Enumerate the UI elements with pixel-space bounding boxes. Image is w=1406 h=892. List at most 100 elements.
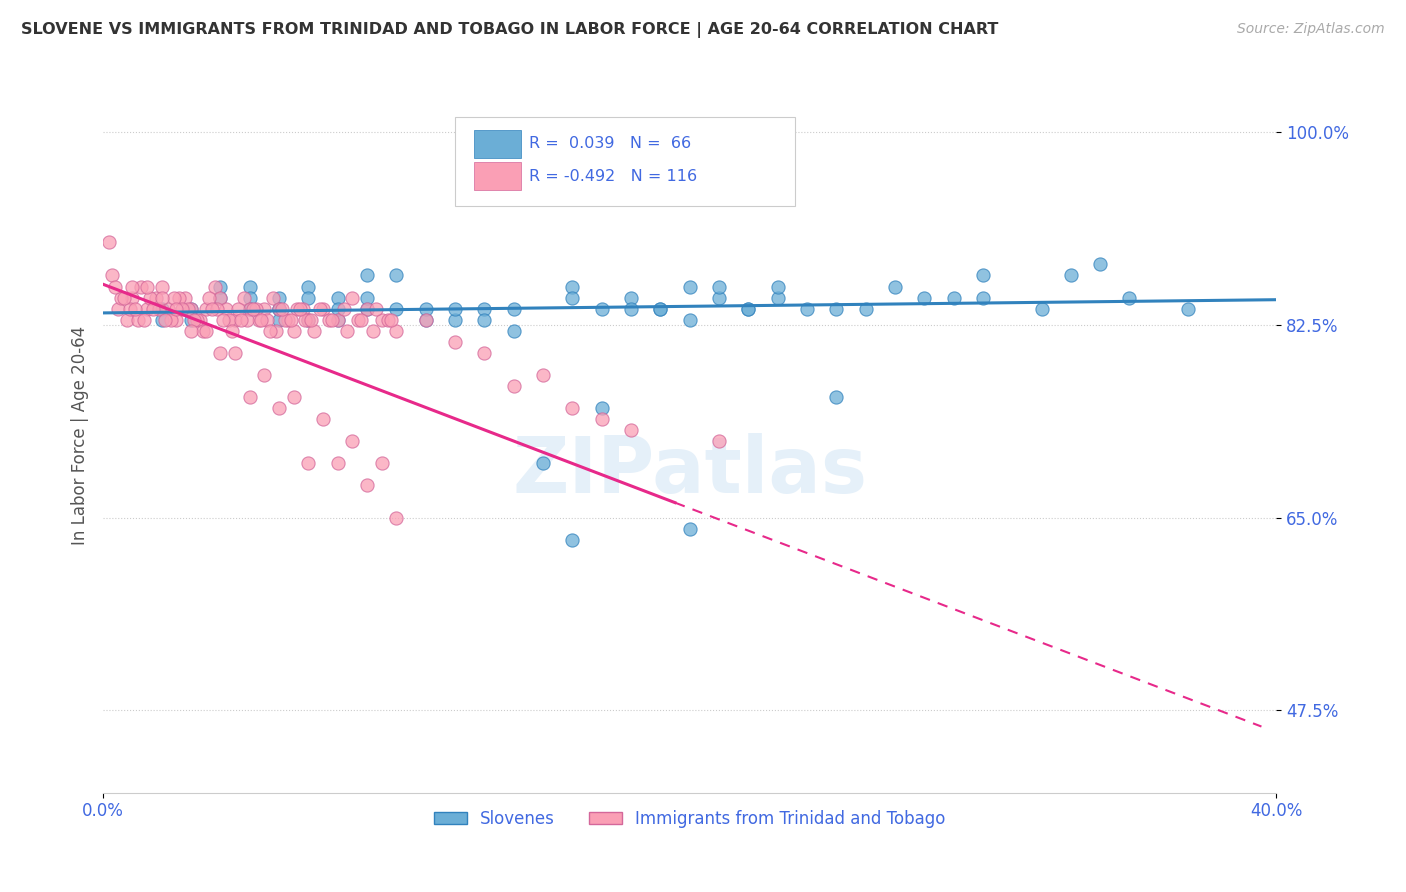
Point xyxy=(502,301,524,316)
Point xyxy=(145,291,167,305)
Point xyxy=(415,312,437,326)
Point xyxy=(370,456,392,470)
Point xyxy=(883,279,905,293)
Point xyxy=(737,301,759,316)
Point xyxy=(309,301,332,316)
Point xyxy=(1031,301,1053,316)
Point xyxy=(356,301,378,316)
Point xyxy=(162,291,184,305)
Point xyxy=(502,324,524,338)
Point xyxy=(1088,258,1111,272)
Point xyxy=(650,301,672,316)
Point xyxy=(444,312,467,326)
Point xyxy=(224,345,246,359)
Point xyxy=(218,312,240,326)
Point xyxy=(312,301,335,316)
Point xyxy=(124,301,146,316)
Point xyxy=(183,312,205,326)
Legend: Slovenes, Immigrants from Trinidad and Tobago: Slovenes, Immigrants from Trinidad and T… xyxy=(427,803,952,834)
Point xyxy=(215,301,238,316)
Point xyxy=(107,301,129,316)
Point xyxy=(291,301,314,316)
Point xyxy=(377,312,399,326)
Point xyxy=(104,279,127,293)
Point xyxy=(620,291,643,305)
Point xyxy=(285,301,308,316)
Point xyxy=(312,411,335,425)
Point xyxy=(347,312,370,326)
Point xyxy=(321,312,343,326)
Point xyxy=(707,291,730,305)
Point xyxy=(283,324,305,338)
Point xyxy=(472,312,495,326)
Point xyxy=(180,312,202,326)
Point xyxy=(825,301,848,316)
Point xyxy=(112,291,135,305)
Point xyxy=(247,312,270,326)
Point xyxy=(620,301,643,316)
Point xyxy=(271,301,294,316)
Point xyxy=(297,291,319,305)
Point xyxy=(472,301,495,316)
Point xyxy=(191,324,214,338)
Point xyxy=(385,301,408,316)
Point xyxy=(165,312,187,326)
Point xyxy=(209,291,232,305)
Point xyxy=(142,301,165,316)
Point xyxy=(209,345,232,359)
Point xyxy=(110,291,132,305)
Point xyxy=(531,368,554,382)
Point xyxy=(121,291,143,305)
Point xyxy=(1177,301,1199,316)
Point xyxy=(139,291,162,305)
Point xyxy=(169,291,191,305)
Point xyxy=(115,312,138,326)
Point xyxy=(136,301,159,316)
Point xyxy=(236,312,259,326)
Point xyxy=(188,312,211,326)
Point xyxy=(212,312,235,326)
Point xyxy=(356,291,378,305)
Point xyxy=(267,301,290,316)
Point xyxy=(267,301,290,316)
Point xyxy=(148,301,170,316)
Point xyxy=(299,312,322,326)
Point xyxy=(678,522,700,536)
FancyBboxPatch shape xyxy=(474,129,520,158)
Point xyxy=(239,390,262,404)
Point xyxy=(318,312,340,326)
Point xyxy=(304,324,326,338)
Point xyxy=(350,312,373,326)
Point xyxy=(326,312,349,326)
Point xyxy=(385,324,408,338)
Point xyxy=(280,312,302,326)
Point xyxy=(737,301,759,316)
Point xyxy=(239,301,262,316)
Point xyxy=(380,312,402,326)
Point xyxy=(766,279,789,293)
Point xyxy=(561,291,583,305)
Text: Source: ZipAtlas.com: Source: ZipAtlas.com xyxy=(1237,22,1385,37)
Point xyxy=(197,291,219,305)
Point xyxy=(172,301,194,316)
Point xyxy=(561,401,583,415)
Point xyxy=(326,291,349,305)
Point xyxy=(561,533,583,547)
Point xyxy=(150,312,173,326)
Point xyxy=(194,301,217,316)
Point xyxy=(370,312,392,326)
Point xyxy=(229,312,252,326)
Point xyxy=(678,279,700,293)
Point xyxy=(942,291,965,305)
Point xyxy=(591,301,613,316)
Point xyxy=(444,301,467,316)
Point xyxy=(239,291,262,305)
Point xyxy=(326,312,349,326)
Point xyxy=(121,279,143,293)
Point xyxy=(264,324,287,338)
Point xyxy=(1118,291,1140,305)
Point xyxy=(267,301,290,316)
Point xyxy=(156,301,179,316)
Point xyxy=(972,268,994,283)
Point xyxy=(356,301,378,316)
